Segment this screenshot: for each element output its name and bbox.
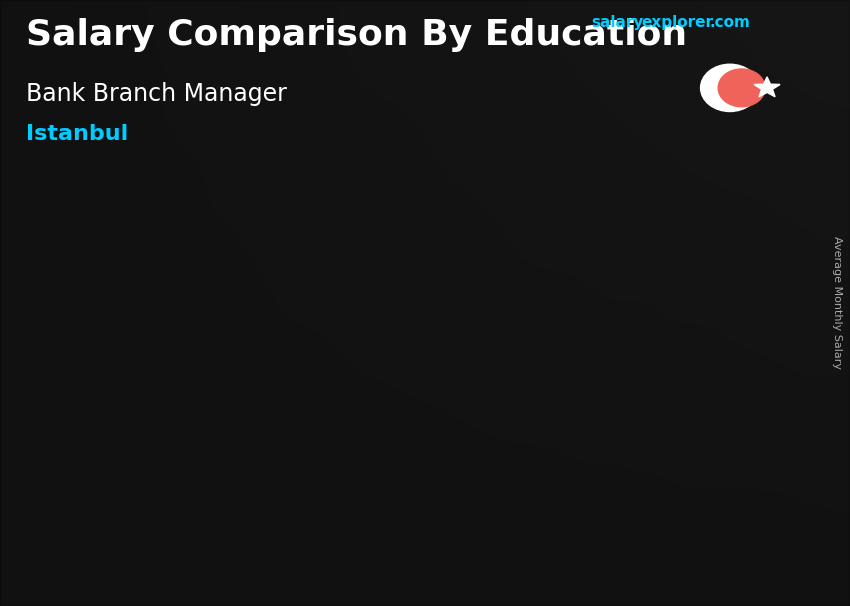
Text: .com: .com [710, 15, 751, 30]
Text: Istanbul: Istanbul [26, 124, 128, 144]
Text: Bank Branch Manager: Bank Branch Manager [26, 82, 286, 106]
Text: +93%: +93% [330, 208, 456, 246]
Bar [231, 358, 350, 539]
Bar [475, 188, 593, 539]
Polygon shape [231, 358, 364, 363]
Circle shape [718, 69, 765, 107]
Text: 21,100 TRY: 21,100 TRY [484, 159, 608, 178]
Text: Salary Comparison By Education: Salary Comparison By Education [26, 18, 687, 52]
Text: salary: salary [591, 15, 643, 30]
Text: Master's Degree: Master's Degree [445, 567, 625, 587]
Text: Bachelor's Degree: Bachelor's Degree [190, 567, 391, 587]
Text: explorer: explorer [642, 15, 714, 30]
Text: Average Monthly Salary: Average Monthly Salary [832, 236, 842, 370]
Bar [593, 198, 608, 539]
Polygon shape [754, 77, 780, 97]
Bar [350, 363, 364, 539]
Text: 10,900 TRY: 10,900 TRY [194, 329, 316, 348]
Circle shape [700, 64, 759, 112]
Polygon shape [475, 188, 608, 198]
